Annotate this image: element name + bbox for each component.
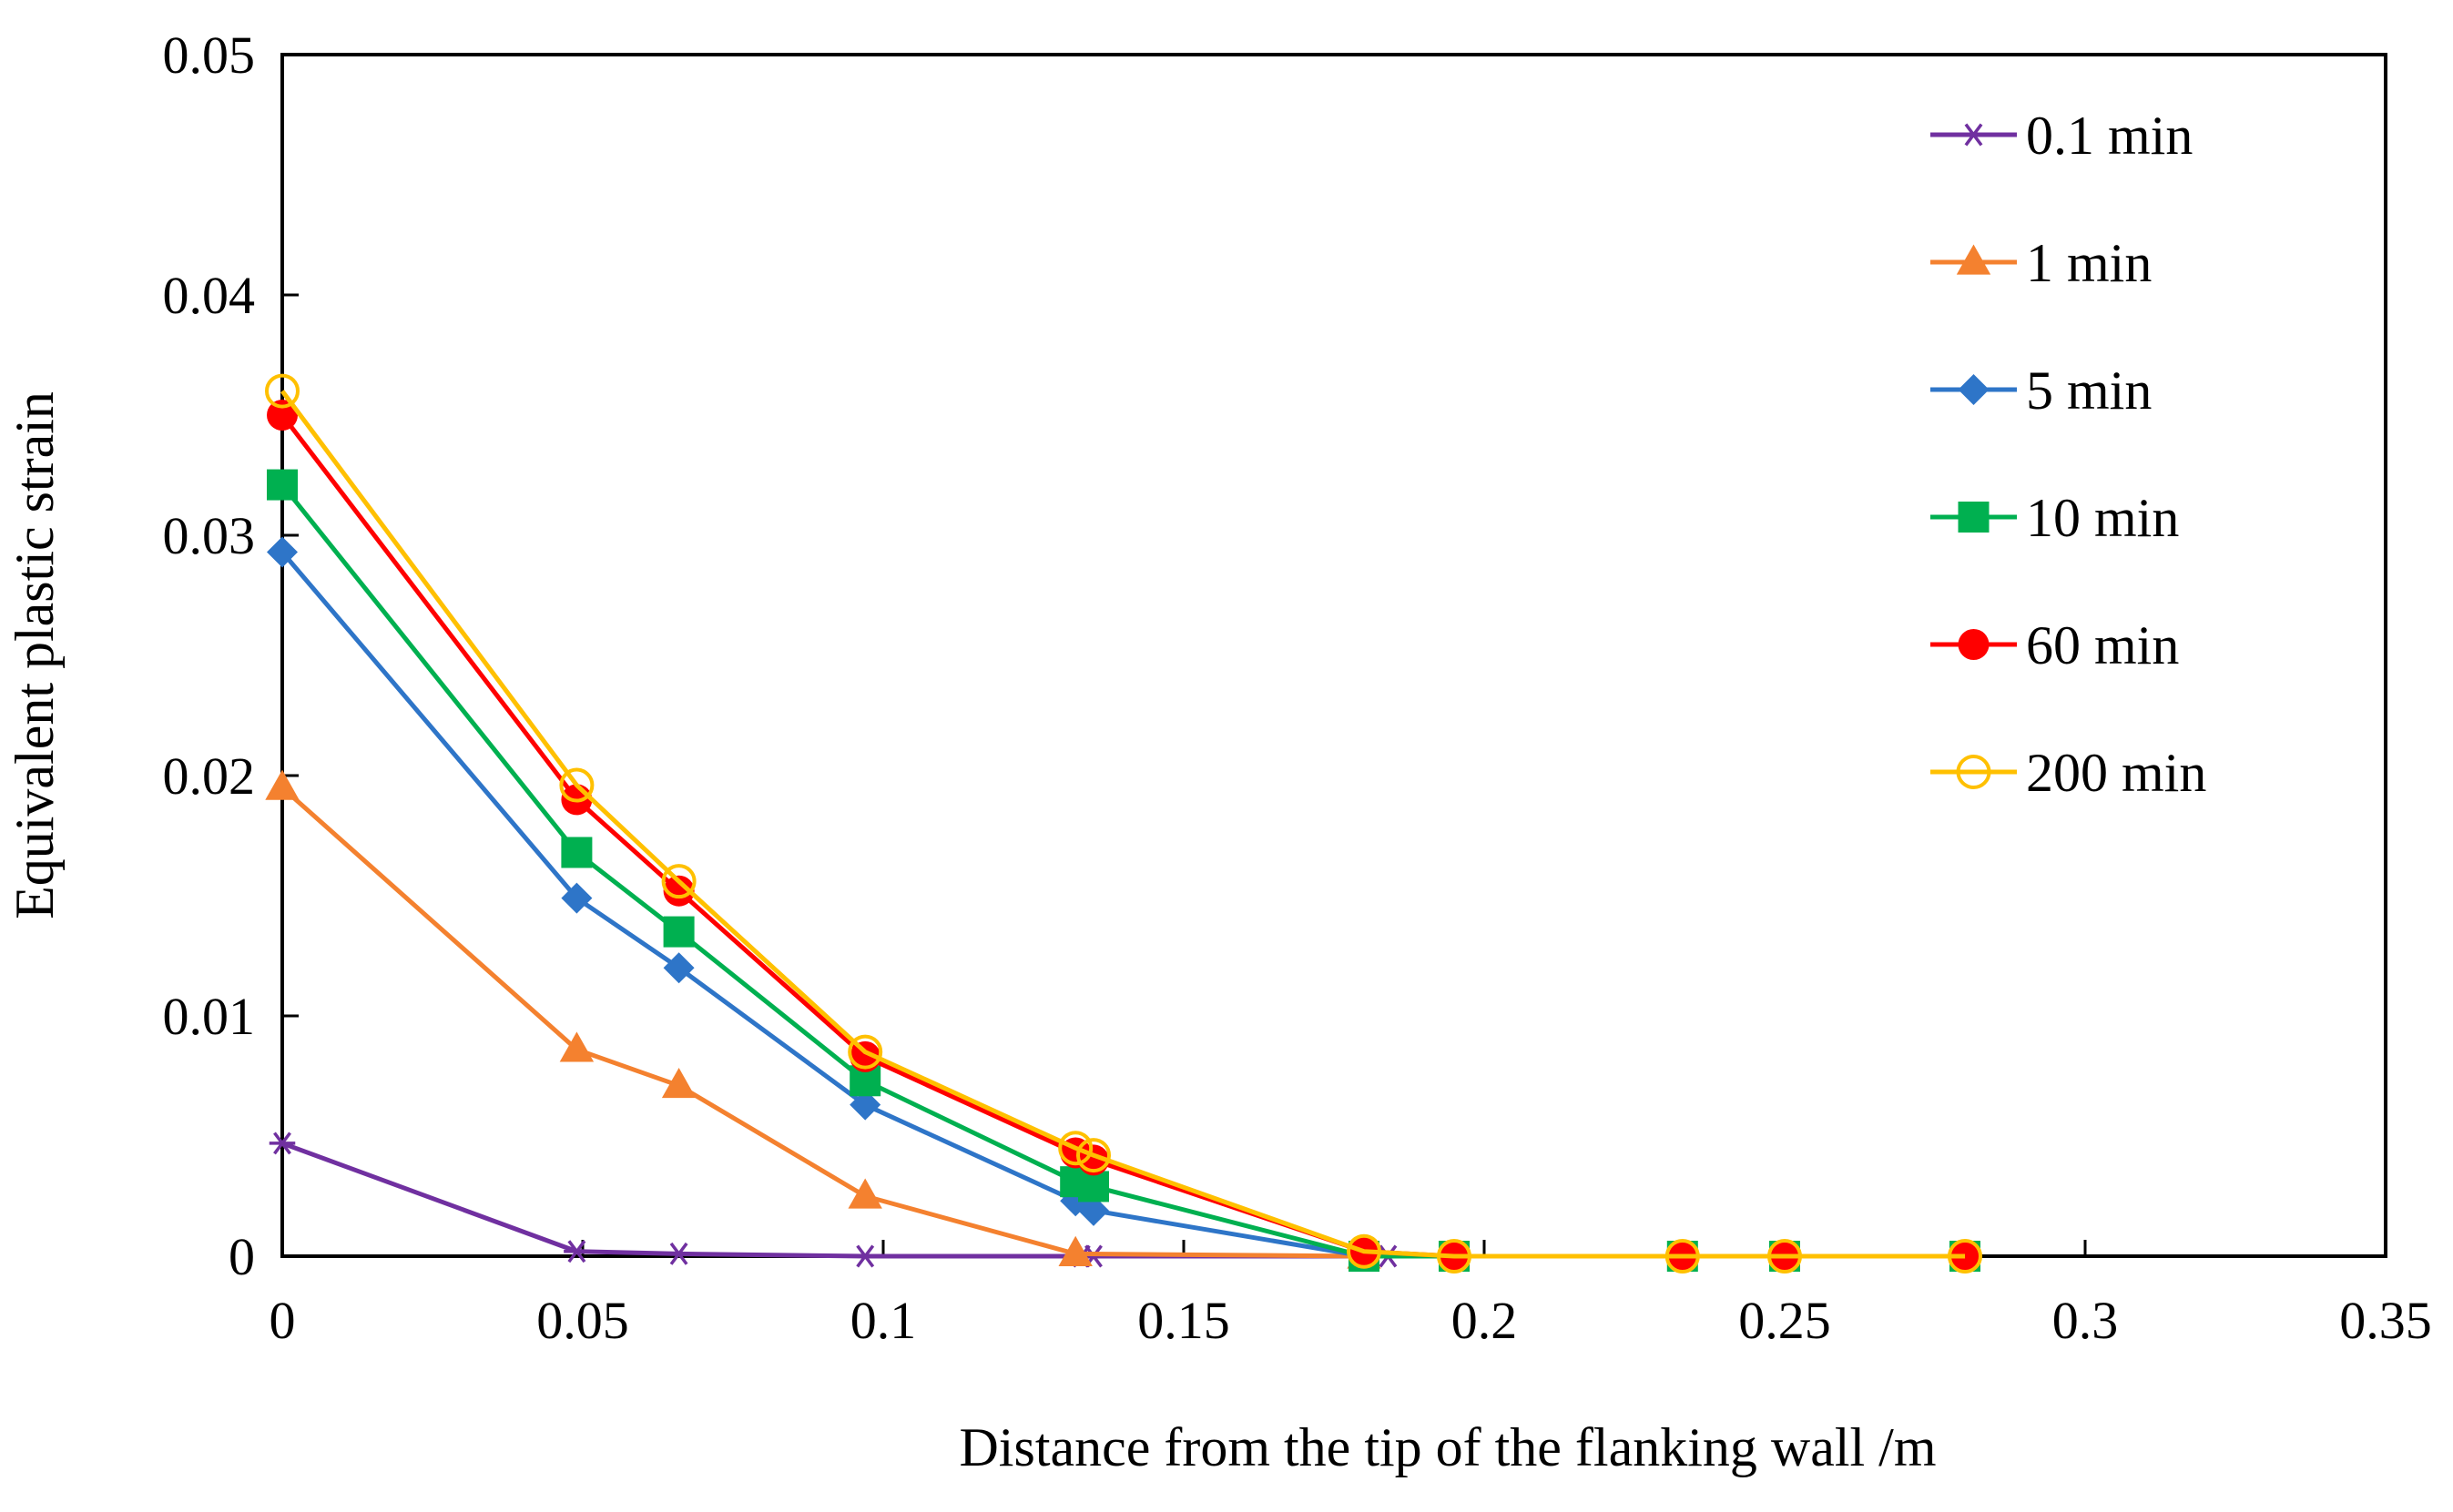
legend-label: 10 min (2026, 488, 2179, 548)
y-tick-label: 0.03 (163, 506, 256, 565)
legend-item: 5 min (1930, 360, 2152, 421)
data-point-star (269, 1131, 296, 1155)
data-point-square (267, 469, 298, 501)
legend-item: 200 min (1930, 743, 2206, 803)
data-point-star (666, 1242, 692, 1265)
series-10-min (267, 469, 1980, 1272)
data-point-open-circle (1437, 1239, 1471, 1274)
series-0-1-min (269, 1131, 1401, 1268)
data-point-circle (267, 400, 298, 431)
y-tick-label: 0.05 (163, 25, 256, 85)
data-point-circle (663, 875, 695, 907)
y-tick-label: 0.04 (163, 266, 256, 325)
legend: 0.1 min 1 min 5 min 10 min 60 min 200 min (1930, 106, 2206, 803)
data-point-open-circle (1076, 1138, 1111, 1173)
series-200-min (265, 373, 1982, 1274)
legend-label: 5 min (2026, 360, 2152, 421)
data-point-open-circle (559, 767, 595, 803)
legend-label: 1 min (2026, 233, 2152, 293)
data-point-open-circle (1767, 1239, 1802, 1274)
data-point-triangle (1058, 1235, 1093, 1266)
data-point-triangle (1956, 244, 1991, 275)
series-5-min (267, 536, 1980, 1272)
axes-layer: 0 0.05 0.1 0.15 0.2 0.25 0.3 0.35 0 0.01 0.02 0.03 0… (163, 25, 2432, 1350)
star-stroke (669, 1242, 688, 1265)
y-tick-label: 0 (229, 1227, 255, 1286)
legend-item: 1 min (1930, 233, 2152, 293)
x-tick-label: 0.05 (536, 1291, 629, 1350)
data-point-open-circle (1664, 1239, 1700, 1274)
data-point-open-circle (661, 864, 697, 899)
legend-item: 60 min (1930, 615, 2179, 675)
y-axis-title: Equivalent plastic strain (5, 391, 65, 919)
star-stroke (273, 1131, 291, 1155)
data-point-open-circle (1948, 1239, 1982, 1274)
x-tick-label: 0.2 (1451, 1291, 1518, 1350)
x-tick-label: 0 (270, 1291, 296, 1350)
data-point-open-circle (848, 1034, 883, 1070)
data-point-open-circle (265, 373, 300, 409)
data-point-diamond (1958, 374, 1990, 405)
series-line (280, 482, 1965, 1259)
series-line (280, 390, 1965, 1259)
x-tick-label: 0.15 (1137, 1291, 1230, 1350)
data-point-square (1078, 1171, 1109, 1202)
data-point-triangle (661, 1068, 697, 1099)
data-point-circle (1958, 629, 1990, 660)
data-point-diamond (267, 536, 298, 568)
data-point-diamond (850, 1089, 881, 1121)
star-stroke (567, 1240, 586, 1263)
x-tick-label: 0.3 (2052, 1291, 2119, 1350)
data-point-triangle (265, 769, 300, 800)
x-tick-label: 0.1 (850, 1291, 917, 1350)
data-point-diamond (561, 882, 593, 914)
data-point-star (851, 1244, 879, 1268)
data-point-star (1960, 123, 1987, 147)
legend-label: 200 min (2026, 743, 2206, 803)
data-point-open-circle (1347, 1233, 1381, 1269)
data-point-triangle (848, 1178, 882, 1209)
data-point-diamond (663, 952, 695, 984)
y-tick-label: 0.01 (163, 987, 256, 1046)
legend-item: 0.1 min (1930, 106, 2193, 166)
series-line (280, 550, 1965, 1259)
x-tick-label: 0.25 (1738, 1291, 1831, 1350)
x-tick-label: 0.35 (2339, 1291, 2432, 1350)
legend-item: 10 min (1930, 488, 2179, 548)
data-point-star (564, 1240, 590, 1263)
y-tick-label: 0.02 (163, 746, 256, 806)
data-point-triangle (559, 1031, 595, 1062)
star-stroke (856, 1244, 875, 1268)
data-point-diamond (1078, 1194, 1109, 1226)
legend-label: 60 min (2026, 615, 2179, 675)
data-point-square (1958, 502, 1990, 533)
series-line (280, 786, 1365, 1259)
data-point-open-circle (1956, 755, 1991, 789)
series-layer (265, 373, 1982, 1274)
data-point-square (561, 837, 593, 868)
legend-label: 0.1 min (2026, 106, 2193, 166)
star-stroke (1964, 123, 1983, 147)
data-point-square (663, 916, 695, 948)
series-line (280, 413, 1965, 1259)
data-point-open-circle (1058, 1131, 1094, 1166)
x-axis-title: Distance from the tip of the flanking wa… (959, 1417, 1936, 1477)
